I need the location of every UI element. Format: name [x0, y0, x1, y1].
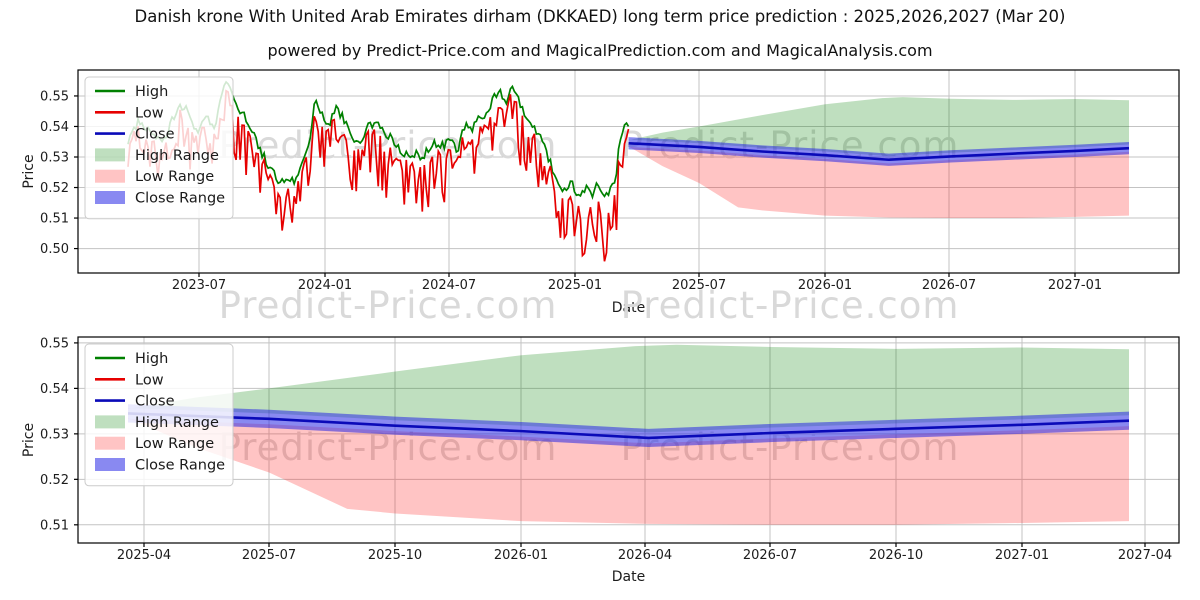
- x-tick-label: 2026-04: [618, 548, 672, 563]
- top-legend: High Low Close High Range Low Range Close Ran…: [84, 76, 234, 220]
- legend-label: Low: [135, 372, 164, 388]
- close-prediction-line: [628, 141, 1130, 162]
- legend-label: Close: [135, 394, 175, 410]
- legend-label: Low: [135, 105, 164, 121]
- legend-item: Close: [95, 127, 175, 143]
- legend-label: High Range: [135, 148, 219, 164]
- high-range-band: [628, 97, 1129, 157]
- low-range-band: [628, 146, 1129, 219]
- legend-item: High: [95, 351, 168, 367]
- legend-item: High Range: [95, 148, 219, 164]
- high-range-legend-swatch: [95, 148, 125, 162]
- watermark-text: Predict-Price.com: [219, 284, 558, 327]
- x-tick-label: 2026-01: [494, 548, 548, 563]
- plot-border: [77, 336, 1180, 544]
- close-range-band: [128, 404, 1129, 448]
- x-tick-label: 2026-07: [922, 278, 976, 293]
- low-range-legend-swatch: [95, 436, 125, 450]
- bottom-legend: High Low Close High Range Low Range Close Ran…: [84, 343, 234, 487]
- legend-item: Close: [95, 394, 175, 410]
- x-tick-label: 2026-01: [798, 278, 852, 293]
- x-tick-label: 2026-10: [869, 548, 923, 563]
- close-range-legend-swatch: [95, 191, 125, 204]
- legend-label: High Range: [135, 415, 219, 431]
- x-tick-label: 2025-07: [672, 278, 726, 293]
- low-range-legend-swatch: [95, 169, 125, 183]
- y-tick-label: 0.53: [40, 151, 69, 166]
- x-tick-label: 2027-01: [995, 548, 1049, 563]
- x-tick-label: 2027-01: [1048, 278, 1102, 293]
- high-range-legend-swatch: [95, 415, 125, 429]
- x-tick-label: 2025-07: [242, 548, 296, 563]
- high-range-band: [128, 344, 1129, 433]
- legend-item: Low: [95, 372, 164, 388]
- y-tick-label: 0.55: [40, 89, 69, 104]
- y-tick-label: 0.55: [40, 336, 69, 351]
- legend-item: Close Range: [95, 458, 225, 474]
- y-axis-label: Price: [21, 154, 37, 188]
- legend-label: Close Range: [135, 191, 225, 207]
- legend-label: Low Range: [135, 169, 214, 185]
- top-price-chart: Predict-Price.comPredict-Price.com2023-0…: [21, 69, 1180, 316]
- legend-label: Close: [135, 127, 175, 143]
- close-prediction-line: [127, 412, 1130, 440]
- y-tick-label: 0.50: [40, 242, 69, 257]
- chart-title: Danish krone With United Arab Emirates d…: [134, 7, 1066, 26]
- watermark-text: Predict-Price.com: [219, 124, 558, 167]
- y-tick-label: 0.51: [40, 518, 69, 533]
- legend-item: Low Range: [95, 169, 214, 185]
- x-tick-label: 2026-07: [743, 548, 797, 563]
- y-tick-label: 0.51: [40, 212, 69, 227]
- x-tick-label: 2027-04: [1118, 548, 1172, 563]
- watermark-text: Predict-Price.com: [621, 284, 960, 327]
- legend-item: Close Range: [95, 191, 225, 207]
- x-axis-label: Date: [612, 569, 645, 585]
- close-range-band: [628, 137, 1129, 166]
- x-tick-label: 2023-07: [172, 278, 226, 293]
- x-tick-label: 2024-07: [422, 278, 476, 293]
- y-tick-label: 0.52: [40, 181, 69, 196]
- legend-label: Low Range: [135, 436, 214, 452]
- x-tick-label: 2024-01: [298, 278, 352, 293]
- close-range-legend-swatch: [95, 458, 125, 471]
- x-tick-label: 2025-01: [548, 278, 602, 293]
- legend-label: Close Range: [135, 458, 225, 474]
- legend-item: Low: [95, 105, 164, 121]
- legend-item: Low Range: [95, 436, 214, 452]
- y-tick-label: 0.52: [40, 473, 69, 488]
- y-tick-label: 0.54: [40, 382, 69, 397]
- x-tick-label: 2025-10: [368, 548, 422, 563]
- chart-subtitle: powered by Predict-Price.com and Magical…: [267, 41, 933, 60]
- y-tick-label: 0.54: [40, 120, 69, 135]
- low-range-band: [128, 417, 1129, 525]
- legend-label: High: [135, 351, 168, 367]
- legend-label: High: [135, 84, 168, 100]
- legend-item: High: [95, 84, 168, 100]
- legend-item: High Range: [95, 415, 219, 431]
- plot-border: [77, 69, 1180, 274]
- y-tick-label: 0.53: [40, 427, 69, 442]
- x-tick-label: 2025-04: [117, 548, 171, 563]
- bottom-price-chart: Predict-Price.comPredict-Price.com2025-0…: [21, 336, 1180, 585]
- x-axis-label: Date: [612, 300, 645, 316]
- y-axis-label: Price: [21, 423, 37, 457]
